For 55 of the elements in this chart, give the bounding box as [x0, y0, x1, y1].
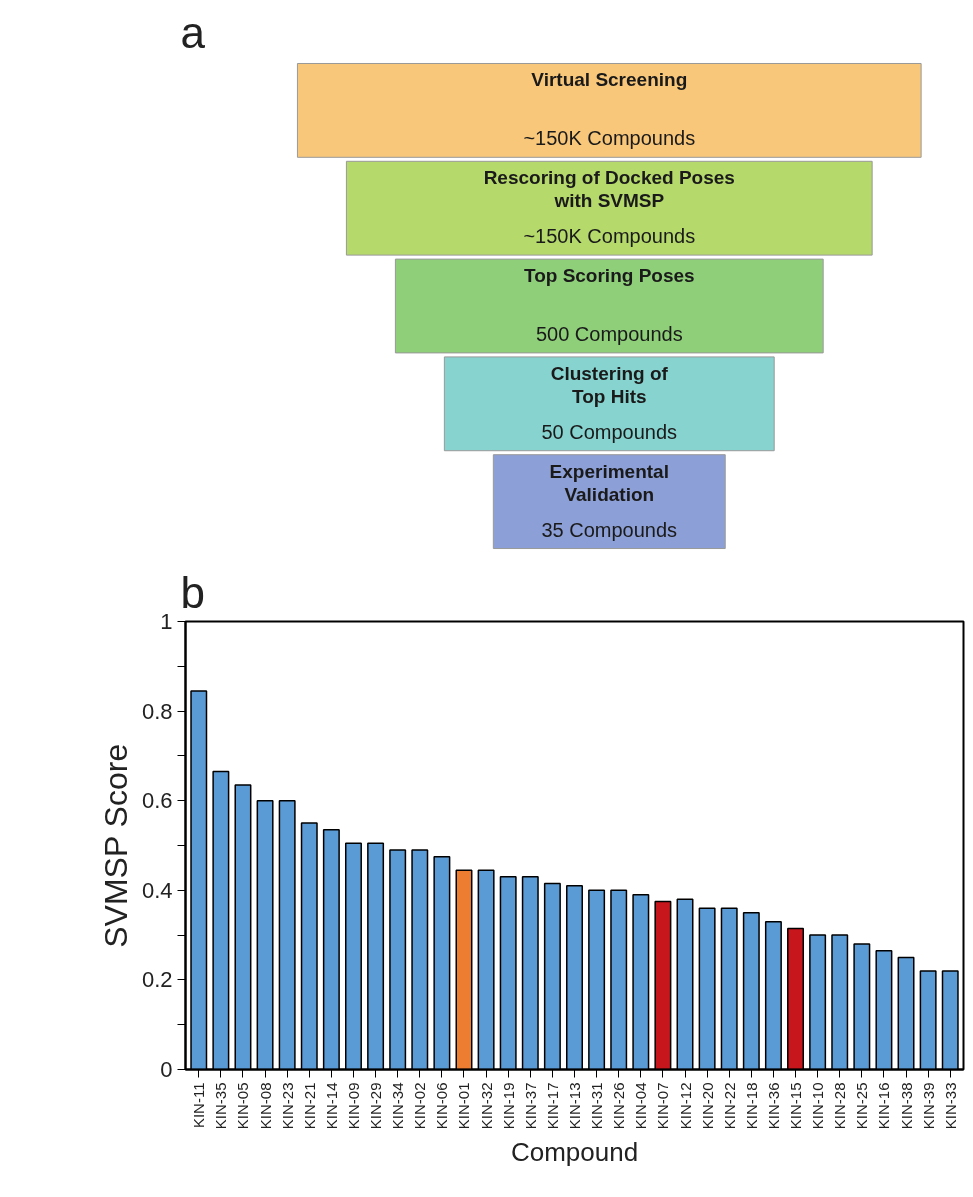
x-tick-label: KIN-28	[831, 1082, 849, 1130]
y-tick-label: 0.4	[141, 877, 173, 903]
x-tick-label: KIN-33	[941, 1082, 959, 1130]
x-tick-label: KIN-34	[389, 1082, 407, 1130]
y-tick-label: 0.8	[141, 698, 173, 724]
text: 500 Compounds	[535, 322, 683, 345]
y-tick-label: 1	[160, 609, 173, 634]
x-tick-label: KIN-25	[853, 1082, 871, 1130]
x-tick-label: KIN-06	[433, 1082, 451, 1130]
category-label: Virtual Screening	[531, 69, 688, 91]
x-tick-label: KIN-36	[764, 1082, 782, 1130]
x-tick-label: KIN-07	[654, 1082, 672, 1130]
x-tick-label: KIN-23	[278, 1082, 296, 1130]
x-tick-label: KIN-04	[632, 1082, 650, 1130]
x-tick-label: KIN-39	[919, 1082, 937, 1130]
text: ~150K Compounds	[523, 127, 696, 150]
x-tick-label: KIN-15	[787, 1082, 805, 1130]
text: 35 Compounds	[541, 518, 678, 541]
category-label: Clustering of Top Hits	[550, 362, 669, 407]
y-tick-label: 0	[160, 1057, 173, 1082]
x-tick-label: KIN-16	[875, 1082, 893, 1130]
x-tick-label: KIN-29	[367, 1082, 385, 1130]
category-label: Rescoring of Docked Poses with SVMSP	[483, 167, 735, 212]
x-tick-label: KIN-17	[543, 1082, 561, 1130]
x-tick-label: KIN-20	[698, 1082, 716, 1130]
x-tick-label: KIN-22	[720, 1082, 738, 1130]
x-tick-label: KIN-13	[566, 1082, 583, 1130]
text: a	[180, 7, 206, 57]
category-label: Top Scoring Poses	[523, 265, 695, 287]
x-tick-label: KIN-21	[300, 1082, 318, 1130]
x-tick-label: KIN-10	[809, 1082, 827, 1130]
x-tick-label: KIN-32	[477, 1082, 495, 1130]
x-tick-label: KIN-12	[676, 1082, 694, 1130]
x-tick-label: KIN-35	[212, 1082, 230, 1130]
x-tick-label: KIN-11	[190, 1082, 208, 1129]
x-tick-label: KIN-05	[234, 1082, 252, 1130]
x-tick-label: KIN-08	[256, 1082, 274, 1130]
y-tick-label: 0.2	[141, 967, 173, 993]
x-axis-title: Compound	[510, 1137, 639, 1168]
x-tick-label: KIN-02	[411, 1082, 429, 1130]
x-tick-label: KIN-38	[897, 1082, 915, 1130]
y-tick-label: 0.6	[141, 788, 173, 814]
x-tick-label: KIN-19	[499, 1082, 517, 1130]
y-axis-title: SVMSP Score	[97, 743, 134, 948]
x-tick-label: KIN-14	[322, 1082, 340, 1130]
category-label: Experimental Validation	[549, 460, 669, 505]
x-tick-label: KIN-26	[610, 1082, 628, 1130]
text: ~150K Compounds	[523, 225, 696, 248]
x-tick-label: KIN-37	[521, 1082, 539, 1130]
text: b	[180, 567, 205, 617]
text: 50 Compounds	[541, 420, 678, 443]
x-tick-label: KIN-09	[344, 1082, 362, 1130]
x-tick-label: KIN-01	[455, 1082, 473, 1130]
x-tick-label: KIN-31	[588, 1082, 606, 1130]
x-tick-label: KIN-18	[742, 1082, 760, 1130]
